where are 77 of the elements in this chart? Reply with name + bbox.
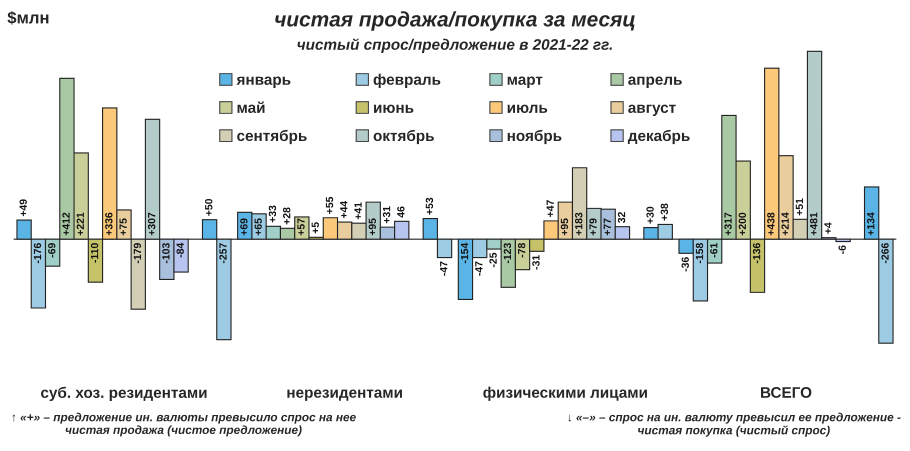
data-label: +336 [105, 212, 113, 236]
text: ↓ «–» – спрос на ин. валюту превысил ее предложение - чистая покупка (чистый спрос) [568, 412, 901, 437]
data-label: +31 [382, 206, 390, 224]
data-label: +307 [148, 212, 156, 236]
legend-label: апрель [628, 76, 682, 88]
data-label: -158 [696, 243, 704, 264]
data-label: +214 [781, 212, 789, 236]
data-label: +30 [646, 206, 654, 224]
data-label: -69 [48, 243, 56, 258]
chart-subtitle: чистый спрос/предложение в 2021-22 гг. [298, 38, 612, 53]
data-label: -179 [134, 243, 142, 264]
data-label: +200 [738, 212, 746, 236]
data-label: -6 [838, 245, 846, 254]
data-label: +57 [297, 218, 305, 236]
data-label: -103 [162, 243, 170, 264]
data-label: -257 [219, 243, 227, 264]
data-label: +77 [604, 218, 611, 236]
data-label: +53 [426, 198, 434, 215]
data-label: +38 [660, 204, 668, 220]
data-label: +5 [312, 222, 319, 234]
data-label: +49 [20, 199, 27, 216]
x-tick-label: ВСЕГО [761, 387, 812, 398]
data-label: -36 [682, 257, 689, 272]
data-label: +33 [268, 206, 276, 222]
data-label: +75 [120, 218, 127, 236]
data-label: -25 [489, 252, 497, 268]
data-label: -47 [475, 262, 482, 276]
legend-label: декабрь [628, 130, 690, 144]
data-label: +481 [810, 212, 818, 236]
data-label: -61 [710, 243, 718, 258]
data-label: -154 [460, 242, 468, 264]
data-label: +50 [205, 198, 212, 216]
data-label: 46 [397, 206, 405, 218]
data-label: -136 [752, 243, 760, 264]
data-label: -266 [881, 243, 889, 264]
legend-label: октябрь [374, 130, 434, 144]
data-label: -31 [532, 255, 540, 270]
legend-label: февраль [374, 74, 440, 88]
data-label: +28 [283, 207, 290, 224]
data-label: +95 [560, 218, 568, 236]
data-label: +95 [368, 218, 376, 236]
data-label: +221 [76, 212, 84, 236]
legend-label: май [238, 101, 264, 113]
data-label: +317 [724, 212, 732, 236]
legend-label: июнь [374, 104, 414, 113]
x-tick-label: суб. хоз. резидентами [41, 386, 207, 402]
data-label: -110 [90, 243, 98, 263]
data-label: +438 [767, 212, 775, 236]
legend-label: сентябрь [237, 130, 307, 144]
data-label: +183 [575, 212, 582, 236]
data-label: -78 [518, 243, 526, 258]
data-label: +51 [796, 198, 804, 216]
data-label: +41 [354, 202, 362, 220]
y-axis-title: $млн [8, 10, 48, 25]
data-label: +134 [867, 212, 874, 236]
data-label: +69 [240, 218, 248, 236]
x-tick-label: физическими лицами [483, 386, 647, 401]
legend-label: март [508, 76, 542, 88]
legend-label: январь [236, 76, 290, 88]
data-label: -123 [504, 243, 512, 264]
data-label: -84 [176, 242, 184, 258]
data-label: +65 [254, 218, 262, 236]
legend-label: август [628, 104, 676, 116]
data-label: +4 [824, 222, 832, 234]
chart-title: чистая продажа/покупка за месяц [275, 11, 635, 31]
data-label: +47 [546, 200, 554, 217]
data-label: 32 [618, 212, 626, 223]
data-label: +44 [340, 200, 348, 218]
data-label: -47 [440, 262, 448, 276]
x-tick-label: нерезидентами [287, 389, 402, 401]
text: ↑ «+» – предложение ин. валюты превысило спрос на нее чистая продажа (чистое предложение) [12, 412, 356, 436]
data-label: +79 [589, 218, 597, 236]
data-label: +55 [326, 196, 334, 214]
data-label: -176 [34, 243, 42, 264]
legend-label: ноябрь [508, 130, 562, 144]
legend-label: июль [508, 104, 548, 113]
data-label: +412 [62, 212, 70, 236]
